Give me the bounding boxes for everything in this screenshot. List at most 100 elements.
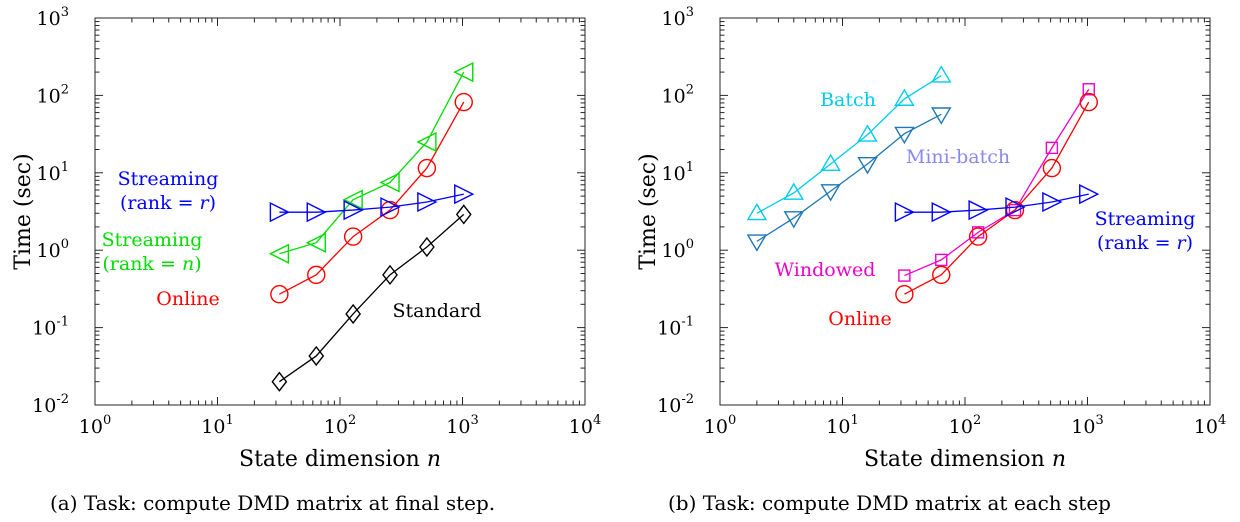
data-point xyxy=(931,202,952,223)
data-point xyxy=(894,202,915,223)
series-streaming-rank-r- xyxy=(269,184,475,223)
x-axis-label: State dimension n xyxy=(239,447,441,472)
series-line xyxy=(756,75,942,214)
series-streaming-rank-n- xyxy=(268,61,474,264)
series-line xyxy=(279,101,465,295)
data-point xyxy=(783,211,804,229)
data-point xyxy=(417,158,437,178)
series-line xyxy=(904,101,1090,295)
y-tick-label: 10-2 xyxy=(32,392,69,417)
data-point xyxy=(269,202,290,223)
data-point xyxy=(345,303,362,325)
y-tick-label: 102 xyxy=(662,82,694,107)
y-tick-label: 10-2 xyxy=(657,392,694,417)
y-tick-label: 103 xyxy=(662,5,694,30)
series-mini-batch xyxy=(746,107,952,252)
data-point xyxy=(453,61,474,83)
y-tick-label: 10-1 xyxy=(657,315,694,340)
chart-panel-a: 100 101 102 103 10410-210-1100101102103State… xyxy=(11,5,601,515)
series-batch xyxy=(746,65,952,221)
series-annotation: Windowed xyxy=(775,259,876,281)
x-tick-label: 101 xyxy=(201,413,233,438)
data-point xyxy=(935,253,948,267)
figure-caption: (b) Task: compute DMD matrix at each ste… xyxy=(668,491,1111,515)
data-point xyxy=(418,236,435,258)
series-annotation: Mini-batch xyxy=(906,146,1010,168)
data-point xyxy=(1082,83,1095,96)
data-point xyxy=(308,345,325,367)
series-line xyxy=(279,71,465,255)
data-point xyxy=(857,124,878,142)
data-point xyxy=(895,285,914,304)
y-tick-label: 101 xyxy=(662,160,694,185)
data-point xyxy=(746,234,768,252)
x-tick-label: 100 xyxy=(79,413,111,438)
data-point xyxy=(454,184,475,205)
series-streaming-rank-r- xyxy=(894,184,1100,223)
series-annotation: Standard xyxy=(393,300,482,322)
series-annotation: Online xyxy=(156,288,219,310)
data-point xyxy=(931,65,952,83)
series-line xyxy=(904,88,1090,277)
data-point xyxy=(306,202,327,223)
data-point xyxy=(454,92,473,112)
data-point xyxy=(1079,92,1098,112)
series-online xyxy=(270,92,473,304)
series-annotation: Batch xyxy=(820,89,876,111)
data-point xyxy=(270,285,289,304)
data-point xyxy=(271,371,288,392)
series-standard xyxy=(271,204,472,392)
tick-marks xyxy=(719,17,1211,406)
y-axis-label: Time (sec) xyxy=(11,153,36,269)
x-tick-label: 102 xyxy=(949,413,981,438)
data-point xyxy=(1045,141,1059,155)
figure-caption: (a) Task: compute DMD matrix at final st… xyxy=(50,491,495,515)
data-point xyxy=(342,189,363,210)
series-annotation: Streaming (rank = r) xyxy=(1095,208,1196,254)
data-point xyxy=(746,202,768,221)
data-point xyxy=(894,126,915,145)
data-point xyxy=(343,227,363,246)
x-tick-label: 102 xyxy=(324,413,356,438)
data-point xyxy=(305,232,326,253)
y-tick-label: 103 xyxy=(37,5,69,30)
data-point xyxy=(968,199,989,221)
series-line xyxy=(756,113,942,242)
data-point xyxy=(968,227,988,246)
chart-panel-b: 100 101 102 103 10410-210-1100101102103State… xyxy=(636,5,1226,515)
data-point xyxy=(1005,197,1026,218)
series-windowed xyxy=(898,83,1095,282)
data-point xyxy=(268,243,290,264)
y-tick-label: 100 xyxy=(662,237,694,262)
data-point xyxy=(417,191,438,213)
data-point xyxy=(931,107,952,125)
data-point xyxy=(380,197,401,218)
data-point xyxy=(820,184,841,202)
data-point xyxy=(894,88,915,106)
x-tick-label: 103 xyxy=(446,413,478,438)
data-point xyxy=(1042,191,1063,213)
x-tick-label: 101 xyxy=(826,413,858,438)
data-point xyxy=(382,264,398,286)
series-annotation: Streaming (rank = n) xyxy=(102,229,203,275)
tick-marks xyxy=(94,17,586,406)
series-line xyxy=(279,213,465,383)
y-tick-label: 100 xyxy=(37,237,69,262)
series-annotation: Online xyxy=(828,308,891,330)
data-point xyxy=(898,269,911,282)
x-tick-label: 104 xyxy=(569,413,601,438)
data-point xyxy=(1079,184,1100,205)
y-tick-label: 102 xyxy=(37,82,69,107)
data-point xyxy=(857,156,878,175)
data-point xyxy=(416,131,437,153)
data-point xyxy=(455,204,472,225)
x-tick-label: 104 xyxy=(1194,413,1226,438)
series-annotation: Streaming (rank = r) xyxy=(118,168,219,214)
data-point xyxy=(307,265,326,285)
data-point xyxy=(783,182,804,200)
data-point xyxy=(379,172,400,193)
data-point xyxy=(932,265,951,285)
y-tick-label: 10-1 xyxy=(32,315,69,340)
data-point xyxy=(820,153,841,171)
